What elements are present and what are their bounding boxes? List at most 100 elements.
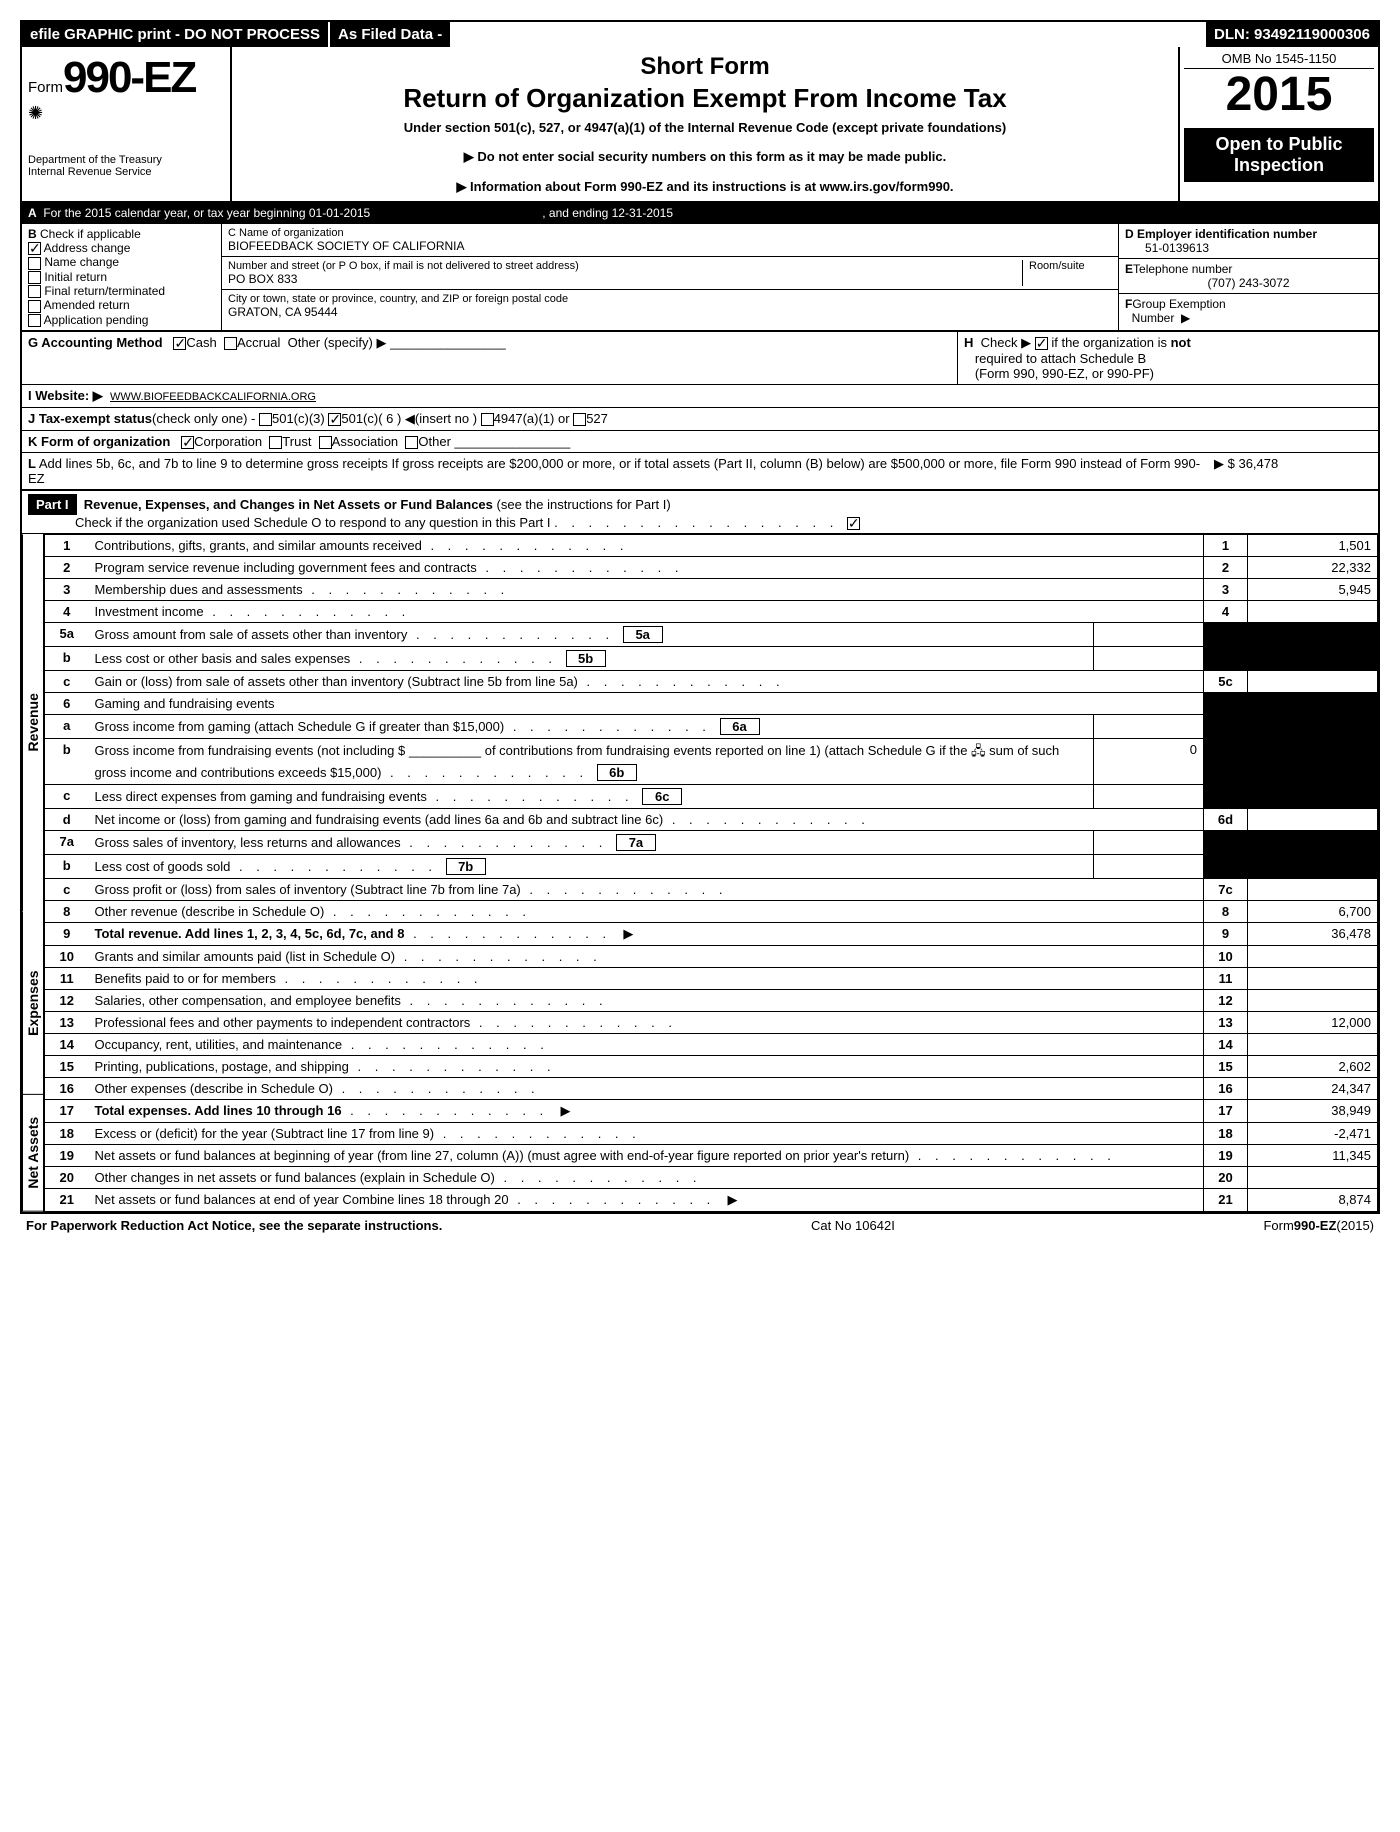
line-amount [1248, 855, 1378, 879]
section-j: J Tax-exempt status(check only one) - 50… [22, 408, 1378, 431]
checkbox-accrual[interactable] [224, 337, 237, 350]
header-left: Form990-EZ ✺ Department of the Treasury … [22, 47, 232, 201]
line-amount: 5,945 [1248, 579, 1378, 601]
checkbox-schedule-o[interactable] [847, 517, 860, 530]
dept-irs: Internal Revenue Service [28, 166, 224, 178]
checkbox-address-change[interactable] [28, 242, 41, 255]
checkbox-501c[interactable] [328, 413, 341, 426]
line-ref: 20 [1204, 1167, 1248, 1189]
checkbox-corp[interactable] [181, 436, 194, 449]
line-desc: Net income or (loss) from gaming and fun… [89, 809, 1204, 831]
city-box: City or town, state or province, country… [222, 290, 1118, 322]
checkbox-name-change[interactable] [28, 257, 41, 270]
line-row: 13Professional fees and other payments t… [45, 1012, 1378, 1034]
checkbox-4947[interactable] [481, 413, 494, 426]
line-row: 21Net assets or fund balances at end of … [45, 1189, 1378, 1212]
line-desc: Gross amount from sale of assets other t… [89, 623, 1094, 647]
checkbox-amended[interactable] [28, 300, 41, 313]
line-ref: 7c [1204, 879, 1248, 901]
line-ref: 10 [1204, 946, 1248, 968]
line-desc: Investment income . . . . . . . . . . . … [89, 601, 1204, 623]
line-ref: 4 [1204, 601, 1248, 623]
dln: DLN: 93492119000306 [1206, 22, 1378, 47]
inner-amount [1094, 647, 1204, 671]
line-row: cGain or (loss) from sale of assets othe… [45, 671, 1378, 693]
check-amended: Amended return [28, 298, 215, 312]
checkbox-initial-return[interactable] [28, 271, 41, 284]
line-amount [1248, 647, 1378, 671]
line-amount [1248, 990, 1378, 1012]
section-d: D Employer identification number 51-0139… [1119, 224, 1378, 259]
form-num: 990-EZ [63, 53, 195, 102]
title-return: Return of Organization Exempt From Incom… [244, 83, 1166, 114]
line-number: 13 [45, 1012, 89, 1034]
line-desc: Occupancy, rent, utilities, and maintena… [89, 1034, 1204, 1056]
irs-link[interactable]: www.irs.gov/form990 [820, 179, 950, 194]
checkbox-assoc[interactable] [319, 436, 332, 449]
line-desc: Printing, publications, postage, and shi… [89, 1056, 1204, 1078]
dept-treasury: Department of the Treasury [28, 124, 224, 166]
section-def: D Employer identification number 51-0139… [1118, 224, 1378, 330]
line-desc: Professional fees and other payments to … [89, 1012, 1204, 1034]
line-amount [1248, 879, 1378, 901]
line-row: bLess cost of goods sold . . . . . . . .… [45, 855, 1378, 879]
section-c: C Name of organization BIOFEEDBACK SOCIE… [222, 224, 1118, 330]
section-a-row: A For the 2015 calendar year, or tax yea… [22, 203, 1378, 224]
line-row: 12Salaries, other compensation, and empl… [45, 990, 1378, 1012]
section-e: ETelephone number (707) 243-3072 [1119, 259, 1378, 294]
phone: (707) 243-3072 [1125, 276, 1372, 290]
line-desc: Benefits paid to or for members . . . . … [89, 968, 1204, 990]
check-pending: Application pending [28, 313, 215, 327]
line-desc: Less direct expenses from gaming and fun… [89, 785, 1094, 809]
line-number: 15 [45, 1056, 89, 1078]
line-desc: Gross profit or (loss) from sales of inv… [89, 879, 1204, 901]
line-desc: Less cost of goods sold . . . . . . . . … [89, 855, 1094, 879]
header-right: OMB No 1545-1150 2015 Open to Public Ins… [1178, 47, 1378, 201]
open-public: Open to Public Inspection [1184, 128, 1374, 182]
footer: For Paperwork Reduction Act Notice, see … [20, 1214, 1380, 1237]
side-expenses: Expenses [22, 912, 43, 1095]
line-desc: Total expenses. Add lines 10 through 16 … [89, 1100, 1204, 1123]
line-ref: 18 [1204, 1123, 1248, 1145]
line-amount [1248, 715, 1378, 739]
line-number: b [45, 739, 89, 785]
checkbox-schedule-b[interactable] [1035, 337, 1048, 350]
line-ref [1204, 739, 1248, 785]
line-ref: 19 [1204, 1145, 1248, 1167]
line-amount [1248, 946, 1378, 968]
check-final: Final return/terminated [28, 284, 215, 298]
check-address: Address change [28, 241, 215, 255]
inner-amount [1094, 785, 1204, 809]
line-ref: 15 [1204, 1056, 1248, 1078]
room-suite-label: Room/suite [1022, 260, 1112, 286]
ein: 51-0139613 [1125, 241, 1372, 255]
inner-ref: 5a [623, 626, 663, 643]
title-short-form: Short Form [244, 53, 1166, 81]
line-number: 1 [45, 535, 89, 557]
checkbox-527[interactable] [573, 413, 586, 426]
checkbox-501c3[interactable] [259, 413, 272, 426]
line-amount [1248, 623, 1378, 647]
lines-wrapper: 1Contributions, gifts, grants, and simil… [44, 534, 1378, 1212]
line-ref: 6d [1204, 809, 1248, 831]
checkbox-final-return[interactable] [28, 285, 41, 298]
form-header: Form990-EZ ✺ Department of the Treasury … [22, 47, 1378, 203]
checkbox-pending[interactable] [28, 314, 41, 327]
line-row: 7aGross sales of inventory, less returns… [45, 831, 1378, 855]
line-desc: Grants and similar amounts paid (list in… [89, 946, 1204, 968]
line-row: 9Total revenue. Add lines 1, 2, 3, 4, 5c… [45, 923, 1378, 946]
website[interactable]: WWW.BIOFEEDBACKCALIFORNIA.ORG [110, 391, 316, 403]
line-number: 4 [45, 601, 89, 623]
line-row: bGross income from fundraising events (n… [45, 739, 1378, 785]
check-initial: Initial return [28, 270, 215, 284]
inner-ref: 7a [616, 834, 656, 851]
line-ref: 9 [1204, 923, 1248, 946]
checkbox-cash[interactable] [173, 337, 186, 350]
line-row: bLess cost or other basis and sales expe… [45, 647, 1378, 671]
line-row: 18Excess or (deficit) for the year (Subt… [45, 1123, 1378, 1145]
checkbox-trust[interactable] [269, 436, 282, 449]
line-row: 10Grants and similar amounts paid (list … [45, 946, 1378, 968]
checkbox-other-org[interactable] [405, 436, 418, 449]
line-amount: 36,478 [1248, 923, 1378, 946]
line-desc: Program service revenue including govern… [89, 557, 1204, 579]
